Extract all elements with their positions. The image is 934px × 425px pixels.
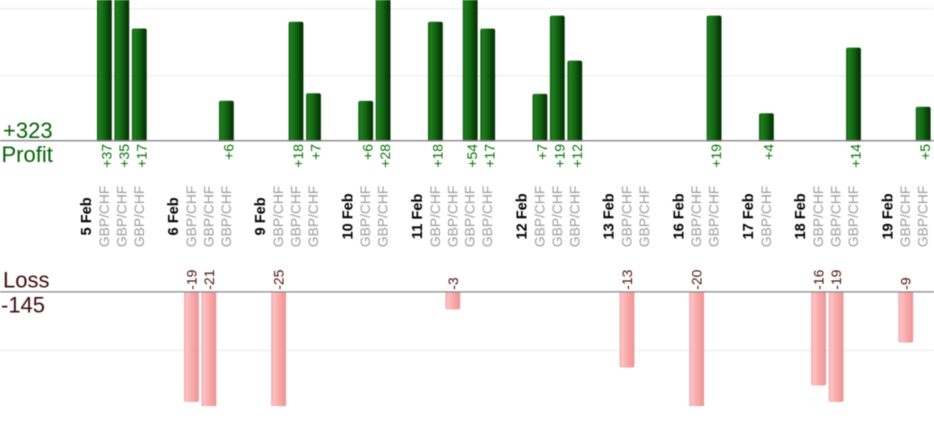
svg-text:+19: +19 xyxy=(708,144,724,168)
svg-text:+19: +19 xyxy=(551,144,567,168)
svg-text:+7: +7 xyxy=(534,144,550,160)
svg-text:GBP/CHF: GBP/CHF xyxy=(811,186,826,247)
svg-text:-25: -25 xyxy=(271,269,287,289)
svg-text:GBP/CHF: GBP/CHF xyxy=(567,186,582,247)
svg-text:17 Feb: 17 Feb xyxy=(741,193,757,239)
svg-text:+6: +6 xyxy=(220,144,236,160)
svg-text:+323: +323 xyxy=(3,118,53,143)
svg-text:GBP/CHF: GBP/CHF xyxy=(707,186,722,247)
svg-text:GBP/CHF: GBP/CHF xyxy=(184,186,199,247)
svg-text:GBP/CHF: GBP/CHF xyxy=(219,186,234,247)
svg-text:-9: -9 xyxy=(898,277,914,290)
svg-text:+14: +14 xyxy=(848,144,864,168)
svg-text:-19: -19 xyxy=(184,269,200,289)
svg-text:GBP/CHF: GBP/CHF xyxy=(759,186,774,247)
svg-text:GBP/CHF: GBP/CHF xyxy=(916,186,931,247)
svg-text:-20: -20 xyxy=(689,269,705,289)
svg-text:+54: +54 xyxy=(464,144,480,168)
svg-text:-13: -13 xyxy=(619,269,635,289)
svg-text:GBP/CHF: GBP/CHF xyxy=(132,186,147,247)
svg-text:+12: +12 xyxy=(569,144,585,168)
svg-text:+5: +5 xyxy=(917,144,933,160)
svg-text:GBP/CHF: GBP/CHF xyxy=(898,186,913,247)
svg-text:GBP/CHF: GBP/CHF xyxy=(829,186,844,247)
svg-text:GBP/CHF: GBP/CHF xyxy=(306,186,321,247)
svg-text:16 Feb: 16 Feb xyxy=(671,193,687,239)
svg-text:+35: +35 xyxy=(116,144,132,168)
svg-text:GBP/CHF: GBP/CHF xyxy=(463,186,478,247)
svg-text:GBP/CHF: GBP/CHF xyxy=(445,186,460,247)
svg-text:GBP/CHF: GBP/CHF xyxy=(271,186,286,247)
svg-text:18 Feb: 18 Feb xyxy=(793,193,809,239)
svg-text:10 Feb: 10 Feb xyxy=(340,193,356,239)
svg-text:GBP/CHF: GBP/CHF xyxy=(114,186,129,247)
svg-text:GBP/CHF: GBP/CHF xyxy=(289,186,304,247)
svg-text:GBP/CHF: GBP/CHF xyxy=(550,186,565,247)
svg-text:GBP/CHF: GBP/CHF xyxy=(201,186,216,247)
svg-text:GBP/CHF: GBP/CHF xyxy=(532,186,547,247)
svg-text:5 Feb: 5 Feb xyxy=(79,197,95,235)
svg-text:+18: +18 xyxy=(429,144,445,168)
svg-text:Loss: Loss xyxy=(3,267,49,292)
svg-text:+4: +4 xyxy=(760,144,776,160)
svg-text:GBP/CHF: GBP/CHF xyxy=(376,186,391,247)
svg-text:9 Feb: 9 Feb xyxy=(253,197,269,235)
svg-text:19 Feb: 19 Feb xyxy=(880,193,896,239)
svg-text:-16: -16 xyxy=(811,269,827,289)
svg-text:GBP/CHF: GBP/CHF xyxy=(689,186,704,247)
svg-text:+17: +17 xyxy=(482,144,498,168)
svg-text:13 Feb: 13 Feb xyxy=(602,193,618,239)
svg-text:-19: -19 xyxy=(828,269,844,289)
svg-text:-21: -21 xyxy=(201,269,217,289)
svg-text:-3: -3 xyxy=(445,277,461,290)
svg-text:GBP/CHF: GBP/CHF xyxy=(480,186,495,247)
svg-text:6 Feb: 6 Feb xyxy=(166,197,182,235)
svg-text:GBP/CHF: GBP/CHF xyxy=(428,186,443,247)
svg-text:GBP/CHF: GBP/CHF xyxy=(846,186,861,247)
svg-text:+17: +17 xyxy=(133,144,149,168)
svg-text:GBP/CHF: GBP/CHF xyxy=(97,186,112,247)
svg-text:+18: +18 xyxy=(290,144,306,168)
svg-text:+6: +6 xyxy=(360,144,376,160)
svg-text:+7: +7 xyxy=(308,144,324,160)
svg-text:-145: -145 xyxy=(1,293,45,318)
svg-text:GBP/CHF: GBP/CHF xyxy=(620,186,635,247)
svg-text:Profit: Profit xyxy=(2,142,53,167)
svg-text:+37: +37 xyxy=(98,144,114,168)
svg-text:GBP/CHF: GBP/CHF xyxy=(637,186,652,247)
svg-text:+28: +28 xyxy=(377,144,393,168)
svg-text:11 Feb: 11 Feb xyxy=(410,194,426,240)
svg-text:12 Feb: 12 Feb xyxy=(515,193,531,239)
svg-text:GBP/CHF: GBP/CHF xyxy=(358,186,373,247)
